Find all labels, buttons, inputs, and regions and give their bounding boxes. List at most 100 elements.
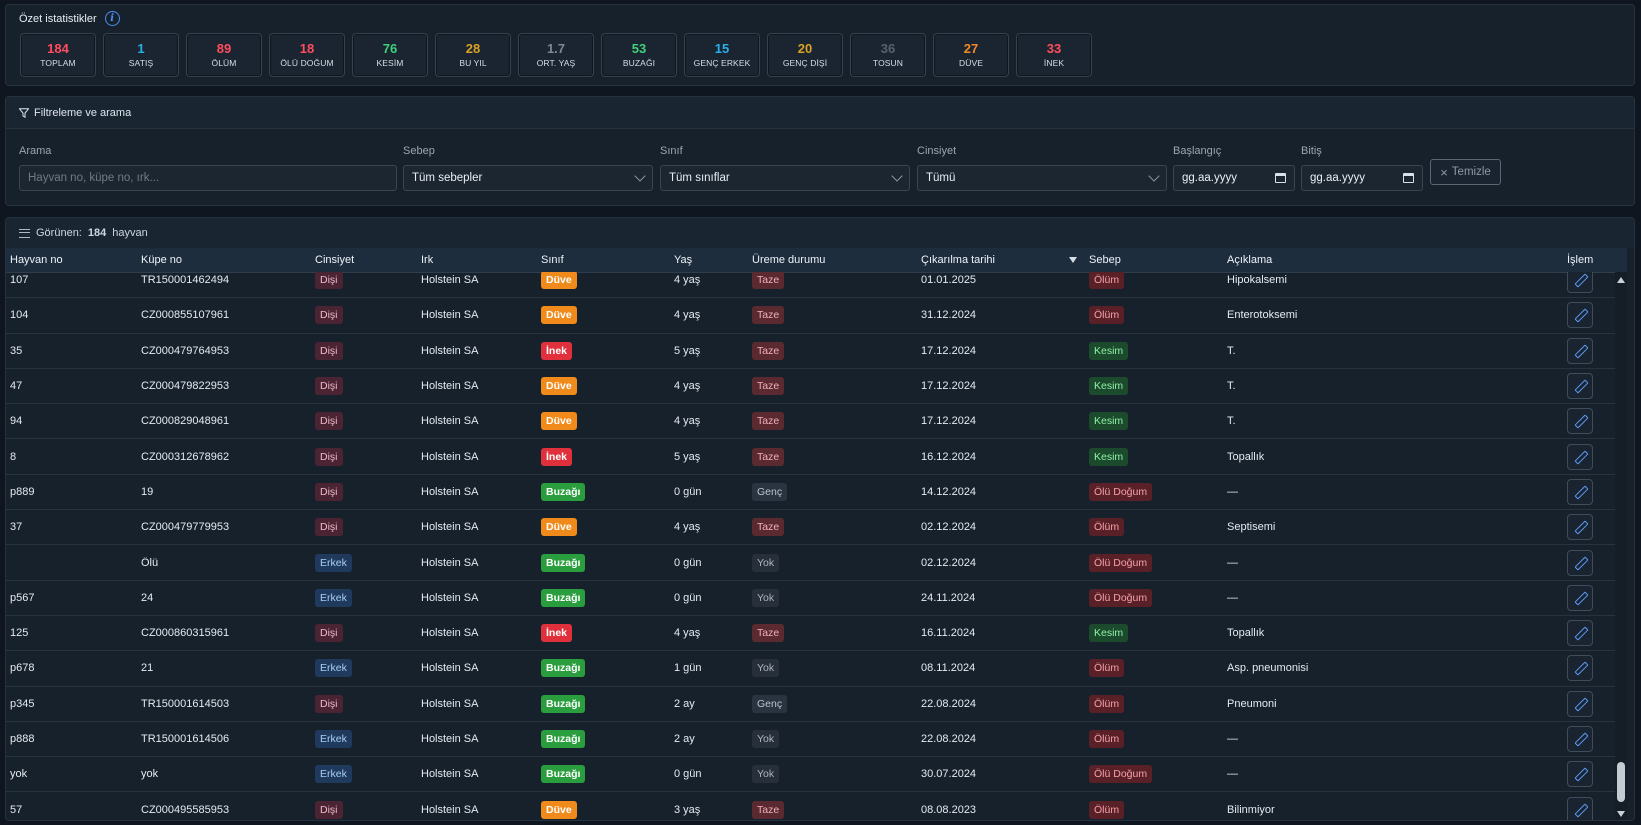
edit-button[interactable] <box>1567 549 1593 576</box>
cell-ureme: Taze <box>748 624 917 643</box>
table-row[interactable]: 47 CZ000479822953 Dişi Holstein SA Düve 4 yaş… <box>6 369 1627 405</box>
cell-kupe: CZ000829048961 <box>141 415 230 428</box>
table-row[interactable]: p889 19 Dişi Holstein SA Buzağı 0 gün Genç 14.1… <box>6 475 1627 511</box>
scroll-down-icon[interactable] <box>1617 811 1625 817</box>
table-row[interactable]: p567 24 Erkek Holstein SA Buzağı 0 gün Yok 24.1… <box>6 581 1627 616</box>
column-header-label: Yaş <box>674 253 693 266</box>
cins-badge: Dişi <box>315 694 343 713</box>
stat-card[interactable]: 20 GENÇ DİŞİ <box>767 33 843 77</box>
table-row[interactable]: 94 CZ000829048961 Dişi Holstein SA Düve 4 yaş… <box>6 404 1627 440</box>
table-row[interactable]: 35 CZ000479764953 Dişi Holstein SA İnek 5 yaş… <box>6 334 1627 369</box>
stat-card[interactable]: 1 SATIŞ <box>103 33 179 77</box>
reason-select[interactable]: Tüm sebepler <box>403 165 653 191</box>
pencil-icon <box>1574 380 1586 392</box>
stat-card[interactable]: 18 ÖLÜ DOĞUM <box>269 33 345 77</box>
column-header[interactable]: Yaş <box>670 248 748 273</box>
cell-yas: 4 yaş <box>674 521 701 534</box>
column-header[interactable]: Küpe no <box>137 248 311 273</box>
ureme-badge: Genç <box>752 694 788 713</box>
column-header[interactable]: Çıkarılma tarihi <box>917 248 1085 273</box>
search-input[interactable]: Hayvan no, küpe no, ırk... <box>19 165 397 191</box>
stat-card[interactable]: 53 BUZAĞI <box>601 33 677 77</box>
edit-button[interactable] <box>1567 478 1593 505</box>
edit-button[interactable] <box>1567 408 1593 435</box>
edit-button[interactable] <box>1567 302 1593 329</box>
table-row[interactable]: 125 CZ000860315961 Dişi Holstein SA İnek 4 ya… <box>6 616 1627 652</box>
cell-cins: Dişi <box>311 518 417 537</box>
column-header[interactable]: Sınıf <box>537 248 670 273</box>
end-date-input[interactable]: gg.aa.yyyy <box>1301 165 1423 191</box>
stat-card[interactable]: 33 İNEK <box>1016 33 1092 77</box>
cell-kupe: CZ000479764953 <box>141 344 230 357</box>
sinif-badge: Düve <box>541 518 577 537</box>
stat-label: SATIŞ <box>128 58 154 68</box>
table-row[interactable]: 8 CZ000312678962 Dişi Holstein SA İnek 5 yaş T… <box>6 439 1627 475</box>
stat-value: 76 <box>382 41 398 56</box>
table-row[interactable]: p888 TR150001614506 Erkek Holstein SA Buzağı… <box>6 722 1627 758</box>
edit-button[interactable] <box>1567 655 1593 682</box>
cell-irk: Holstein SA <box>421 309 479 322</box>
end-date-label: Bitiş <box>1301 145 1322 157</box>
gender-select[interactable]: Tümü <box>917 165 1167 191</box>
edit-button[interactable] <box>1567 514 1593 541</box>
edit-button[interactable] <box>1567 761 1593 788</box>
edit-button[interactable] <box>1567 690 1593 717</box>
table-row[interactable]: 104 CZ000855107961 Dişi Holstein SA Düve 4 ya… <box>6 298 1627 334</box>
stat-card[interactable]: 15 GENÇ ERKEK <box>684 33 760 77</box>
column-header[interactable]: Cinsiyet <box>311 248 417 273</box>
vertical-scrollbar[interactable] <box>1615 272 1627 820</box>
cins-badge: Dişi <box>315 482 343 501</box>
stat-card[interactable]: 28 BU YIL <box>435 33 511 77</box>
stat-card[interactable]: 36 TOSUN <box>850 33 926 77</box>
cell-kupe: CZ000479779953 <box>141 521 230 534</box>
ureme-badge: Taze <box>752 624 785 643</box>
edit-button[interactable] <box>1567 584 1593 611</box>
sebep-badge: Ölü Doğum <box>1089 482 1153 501</box>
edit-button[interactable] <box>1567 726 1593 752</box>
cell-irk: Holstein SA <box>421 450 479 463</box>
pencil-icon <box>1574 733 1586 745</box>
stat-card[interactable]: 76 KESİM <box>352 33 428 77</box>
cell-action <box>1563 408 1627 435</box>
stat-card[interactable]: 1.7 ORT. YAŞ <box>518 33 594 77</box>
table-row[interactable]: 57 CZ000495585953 Dişi Holstein SA Düve 3 yaş… <box>6 792 1627 820</box>
edit-button[interactable] <box>1567 337 1593 364</box>
stat-card[interactable]: 184 TOPLAM <box>20 33 96 77</box>
edit-button[interactable] <box>1567 620 1593 647</box>
table-row[interactable]: yok yok Erkek Holstein SA Buzağı 0 gün Yok 30.0… <box>6 757 1627 793</box>
info-icon[interactable]: i <box>104 11 120 26</box>
cell-sebep: Kesim <box>1085 341 1223 360</box>
column-header[interactable]: Irk <box>417 248 537 273</box>
edit-button[interactable] <box>1567 272 1593 294</box>
scroll-up-icon[interactable] <box>1617 277 1625 283</box>
table-row[interactable]: 37 CZ000479779953 Dişi Holstein SA Düve 4 yaş… <box>6 510 1627 546</box>
class-select[interactable]: Tüm sınıflar <box>660 165 910 191</box>
sort-desc-icon[interactable] <box>1069 257 1077 263</box>
table-row[interactable]: Ölü Erkek Holstein SA Buzağı 0 gün Yok 02.12.2… <box>6 545 1627 581</box>
scroll-thumb[interactable] <box>1617 762 1625 802</box>
column-header[interactable]: Hayvan no <box>6 248 137 273</box>
stat-card[interactable]: 27 DÜVE <box>933 33 1009 77</box>
cins-badge: Erkek <box>315 659 352 678</box>
cell-no: p889 <box>10 485 35 498</box>
edit-button[interactable] <box>1567 373 1593 400</box>
column-header[interactable]: Üreme durumu <box>748 248 917 273</box>
column-header-label: Açıklama <box>1227 253 1273 266</box>
table-row[interactable]: 107 TR150001462494 Dişi Holstein SA Düve 4 ya… <box>6 272 1627 299</box>
column-header[interactable]: Sebep <box>1085 248 1223 273</box>
end-date-field: Bitiş gg.aa.yyyy <box>1301 145 1423 191</box>
stat-card[interactable]: 89 ÖLÜM <box>186 33 262 77</box>
edit-button[interactable] <box>1567 796 1593 820</box>
edit-button[interactable] <box>1567 443 1593 470</box>
calendar-icon[interactable] <box>1403 173 1414 183</box>
cell-tarih: 02.12.2024 <box>921 556 977 569</box>
table-row[interactable]: p345 TR150001614503 Dişi Holstein SA Buzağı 2… <box>6 687 1627 722</box>
start-date-input[interactable]: gg.aa.yyyy <box>1173 165 1295 191</box>
calendar-icon[interactable] <box>1275 173 1286 183</box>
column-header[interactable]: İşlem <box>1563 248 1627 273</box>
clear-button[interactable]: × Temizle <box>1430 159 1501 185</box>
cell-action <box>1563 726 1627 752</box>
cell-no: 107 <box>10 274 29 287</box>
column-header[interactable]: Açıklama <box>1223 248 1563 273</box>
table-row[interactable]: p678 21 Erkek Holstein SA Buzağı 1 gün Yok 08.1… <box>6 651 1627 687</box>
